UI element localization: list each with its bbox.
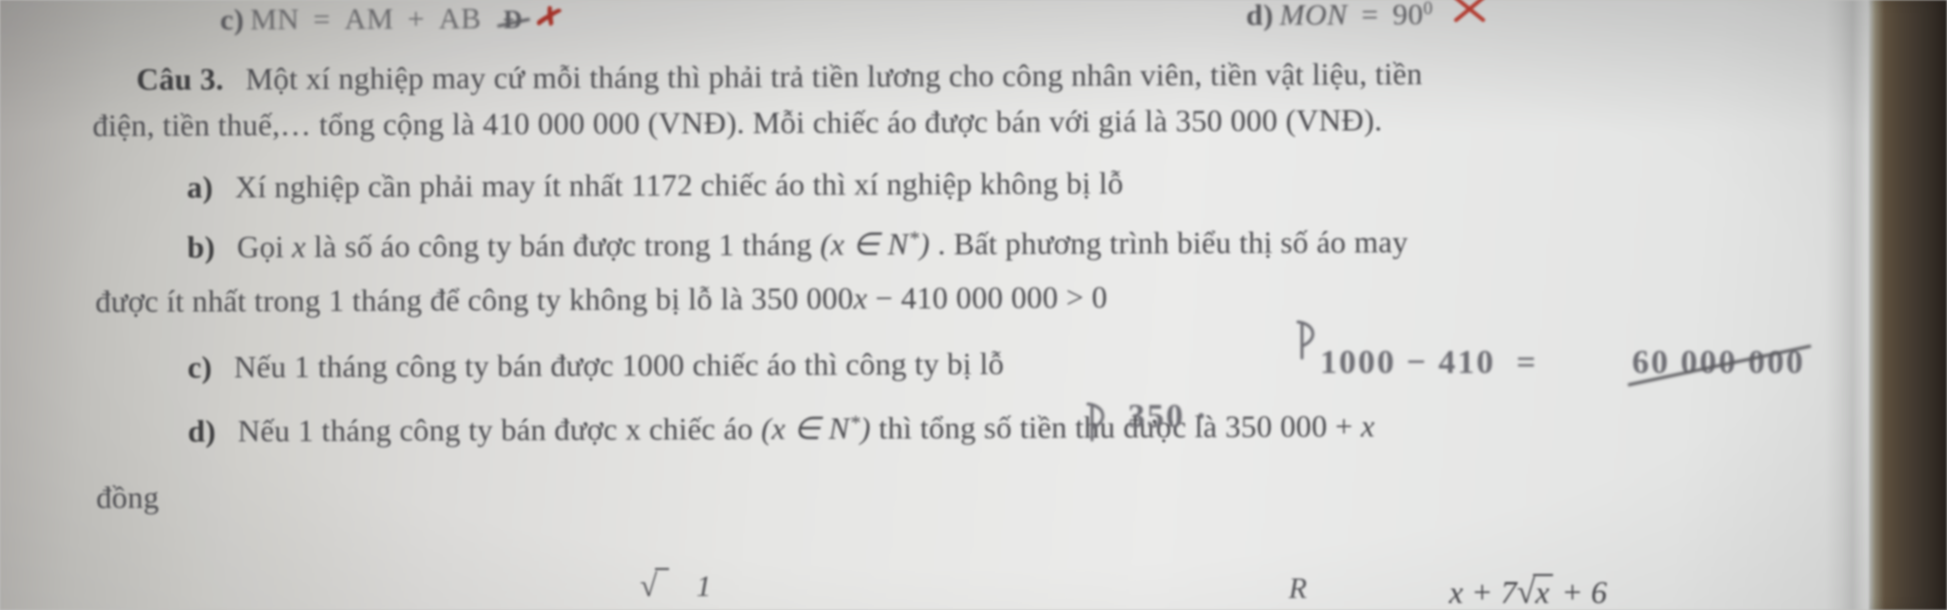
- cau3-line2: điện, tiền thuế,… tổng cộng là 410 000 0…: [92, 100, 1917, 144]
- option-a: a) Xí nghiệp cần phải may ít nhất 1172 c…: [187, 162, 1918, 206]
- c-text: Nếu 1 tháng công ty bán được 1000 chiếc …: [234, 346, 1004, 384]
- d-xend: x: [1361, 408, 1375, 443]
- b-label: b): [187, 229, 215, 264]
- eq-sign-d: =: [1361, 0, 1378, 31]
- b-l1b: là số áo công ty bán được trong 1 tháng: [314, 227, 820, 264]
- cau3-title: Câu 3.: [136, 61, 223, 96]
- b-paren-close: ): [919, 226, 930, 261]
- cau3-line1: Câu 3. Một xí nghiệp may cứ mỗi tháng th…: [136, 54, 1917, 98]
- b-star: *: [908, 226, 919, 250]
- option-b-line1: b) Gọi x là số áo công ty bán được trong…: [187, 222, 1918, 266]
- bottom-right-expression: x + 7√x + 6: [1449, 574, 1607, 610]
- handwriting-mark-c: [1078, 400, 1118, 451]
- d-N: N: [829, 411, 850, 446]
- top-choices-row: c) MN = AM + AB Đ ✗ d) MON = 900: [90, 0, 1917, 54]
- c-label: c): [188, 349, 213, 384]
- handwriting-350: 350 ·: [1128, 398, 1209, 436]
- bottom-left-fragment: √ 1: [640, 568, 711, 604]
- d-l1a: Nếu 1 tháng công ty bán được x chiếc áo: [238, 411, 761, 448]
- d-in: ∈: [785, 411, 828, 446]
- d-x: x: [771, 411, 785, 446]
- handwriting-60: 60 000 000: [1630, 344, 1807, 382]
- a-text: Xí nghiệp cần phải may ít nhất 1172 chiế…: [235, 165, 1124, 204]
- b-l1c: . Bất phương trình biểu thị số áo may: [938, 224, 1408, 261]
- b-x2: x: [830, 227, 844, 262]
- degree-symbol: 0: [1423, 0, 1433, 19]
- d-paren-open: (: [761, 411, 772, 446]
- ninety: 90: [1392, 0, 1423, 31]
- dong-line: đồng: [96, 472, 1919, 516]
- vec-AM-text: AM: [344, 3, 393, 36]
- d-label: d): [188, 413, 216, 448]
- option-b-line2: được ít nhất trong 1 tháng để công ty kh…: [95, 276, 1918, 320]
- plus-sign-c: +: [407, 3, 424, 36]
- choice-c-label: c): [220, 5, 244, 35]
- b-minus: − 410 000 000 > 0: [867, 280, 1107, 316]
- a-label: a): [187, 169, 213, 204]
- vec-MN: MN: [250, 5, 299, 35]
- cau3-line1a: Một xí nghiệp may cứ mỗi tháng thì phải …: [246, 56, 1423, 96]
- vec-AB-text: AB: [439, 2, 482, 35]
- content-block: c) MN = AM + AB Đ ✗ d) MON = 900: [90, 0, 1919, 516]
- b-l1a: Gọi: [237, 229, 292, 264]
- vec-AB: AB: [439, 4, 482, 34]
- b-N: N: [888, 226, 909, 261]
- red-x-icon: [1453, 0, 1487, 30]
- br-pre: x + 7: [1449, 574, 1517, 610]
- br-post: + 6: [1553, 574, 1607, 610]
- option-d: d) Nếu 1 tháng công ty bán được x chiếc …: [188, 406, 1919, 450]
- mon-text: MON: [1279, 0, 1347, 32]
- cau3-line1b: điện, tiền thuế,… tổng cộng là 410 000 0…: [92, 102, 1382, 143]
- b-paren-open: (: [820, 227, 831, 262]
- hand-mark-c: Đ: [501, 7, 524, 33]
- eq-sign-c: =: [313, 3, 330, 36]
- vec-AM: AM: [344, 5, 393, 35]
- choice-d-label: d): [1246, 1, 1274, 31]
- b-l2: được ít nhất trong 1 tháng để công ty kh…: [95, 281, 853, 319]
- handwriting-1000-410: 1000 − 410 =: [1320, 344, 1538, 382]
- d-l1b: thì tổng số tiền thu được là 350 000 +: [879, 408, 1361, 445]
- vec-MON: MON: [1279, 1, 1347, 31]
- cau3-block: Câu 3. Một xí nghiệp may cứ mỗi tháng th…: [136, 54, 1917, 144]
- red-slash-c: ✗: [532, 0, 567, 37]
- page: c) MN = AM + AB Đ ✗ d) MON = 900: [0, 0, 1947, 610]
- d-paren-close: ): [860, 411, 871, 446]
- vec-MN-text: MN: [250, 3, 299, 36]
- br-rad: x: [1533, 574, 1553, 608]
- b-in: ∈: [844, 227, 887, 262]
- d-star: *: [849, 410, 860, 434]
- b-x1: x: [292, 229, 306, 264]
- dong-text: đồng: [96, 480, 159, 515]
- bottom-mid-R: R: [1289, 572, 1307, 606]
